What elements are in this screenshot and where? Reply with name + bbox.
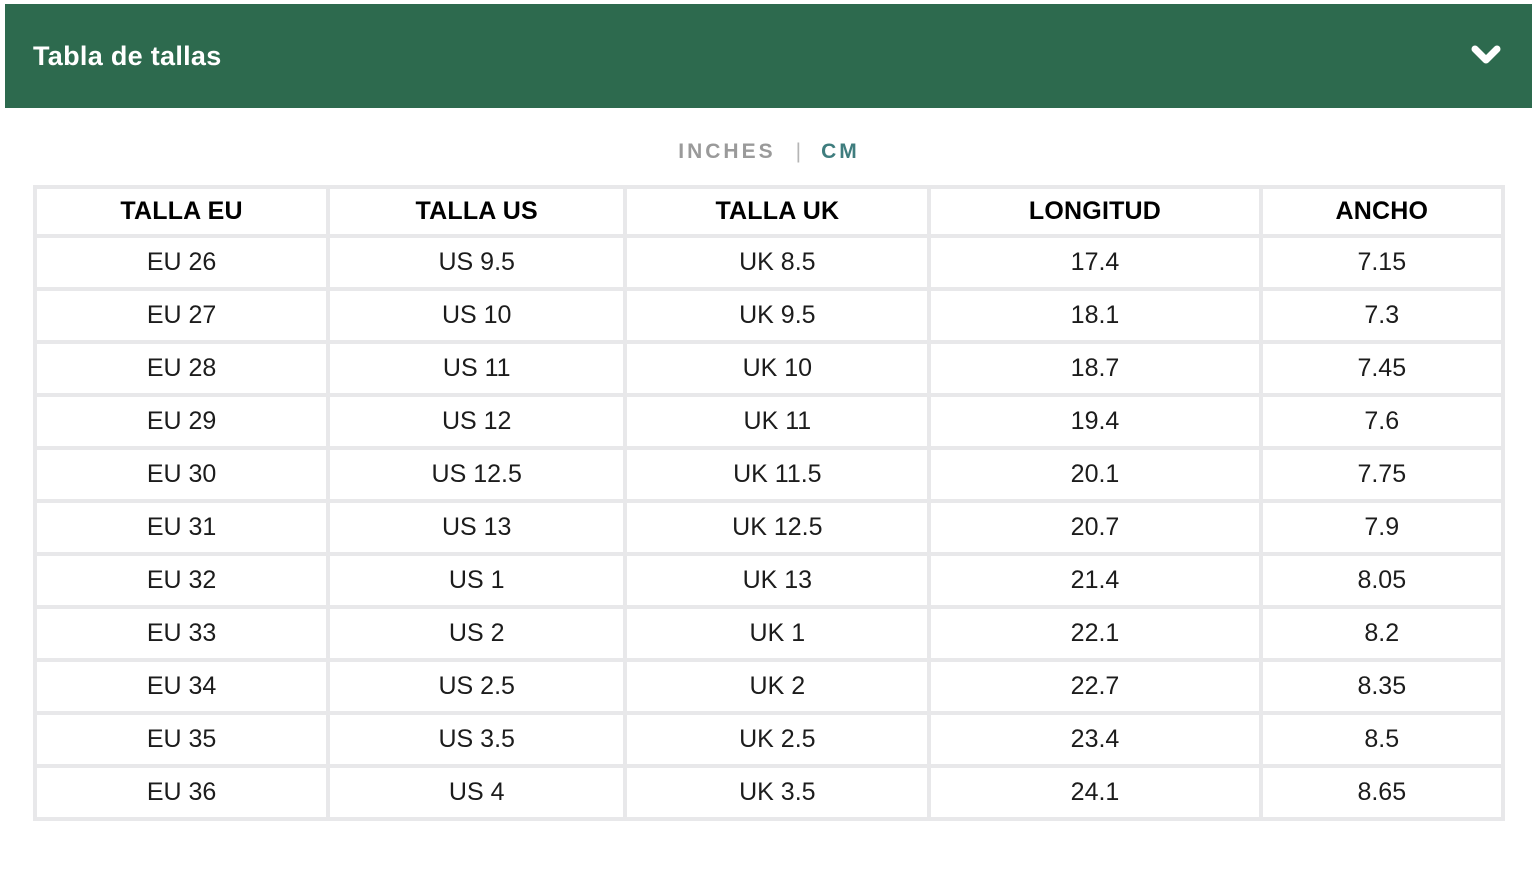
- unit-option-inches[interactable]: INCHES: [678, 140, 776, 163]
- size-table: TALLA EU TALLA US TALLA UK LONGITUD ANCHO EU…: [32, 185, 1506, 821]
- table-cell: 7.6: [1258, 393, 1506, 450]
- table-cell: US 1: [326, 552, 628, 609]
- table-cell: 8.05: [1258, 552, 1506, 609]
- table-cell: US 2.5: [326, 658, 628, 715]
- unit-toggle-divider: |: [795, 140, 802, 163]
- table-cell: EU 34: [32, 658, 331, 715]
- table-cell: US 10: [326, 287, 628, 344]
- table-cell: 8.2: [1258, 605, 1506, 662]
- table-row: EU 36 US 4 UK 3.5 24.1 8.65: [32, 764, 1506, 821]
- table-cell: US 13: [326, 499, 628, 556]
- table-row: EU 35 US 3.5 UK 2.5 23.4 8.5: [32, 711, 1506, 768]
- table-cell: US 12: [326, 393, 628, 450]
- table-cell: US 2: [326, 605, 628, 662]
- table-cell: UK 12.5: [623, 499, 932, 556]
- table-cell: UK 11.5: [623, 446, 932, 503]
- table-cell: 8.65: [1258, 764, 1506, 821]
- table-cell: US 4: [326, 764, 628, 821]
- table-cell: 7.45: [1258, 340, 1506, 397]
- table-cell: UK 11: [623, 393, 932, 450]
- column-header: ANCHO: [1258, 185, 1506, 238]
- table-cell: UK 8.5: [623, 234, 932, 291]
- table-cell: UK 2: [623, 658, 932, 715]
- table-header-row: TALLA EU TALLA US TALLA UK LONGITUD ANCHO: [32, 185, 1506, 238]
- table-cell: EU 30: [32, 446, 331, 503]
- table-cell: US 3.5: [326, 711, 628, 768]
- table-cell: 24.1: [927, 764, 1263, 821]
- page-title: Tabla de tallas: [33, 40, 222, 71]
- table-row: EU 30 US 12.5 UK 11.5 20.1 7.75: [32, 446, 1506, 503]
- table-cell: 22.1: [927, 605, 1263, 662]
- table-cell: EU 28: [32, 340, 331, 397]
- table-cell: 21.4: [927, 552, 1263, 609]
- table-cell: EU 35: [32, 711, 331, 768]
- table-cell: 8.5: [1258, 711, 1506, 768]
- table-cell: UK 3.5: [623, 764, 932, 821]
- table-cell: UK 2.5: [623, 711, 932, 768]
- table-row: EU 33 US 2 UK 1 22.1 8.2: [32, 605, 1506, 662]
- table-cell: 20.7: [927, 499, 1263, 556]
- table-cell: 18.1: [927, 287, 1263, 344]
- table-cell: UK 13: [623, 552, 932, 609]
- column-header: TALLA US: [326, 185, 628, 238]
- table-cell: 7.75: [1258, 446, 1506, 503]
- size-chart-header-bar[interactable]: Tabla de tallas: [5, 4, 1532, 108]
- table-row: EU 26 US 9.5 UK 8.5 17.4 7.15: [32, 234, 1506, 291]
- table-cell: 8.35: [1258, 658, 1506, 715]
- chevron-down-icon: [1470, 45, 1502, 67]
- table-cell: 23.4: [927, 711, 1263, 768]
- column-header: TALLA EU: [32, 185, 331, 238]
- table-cell: 7.15: [1258, 234, 1506, 291]
- table-cell: 20.1: [927, 446, 1263, 503]
- unit-option-cm[interactable]: CM: [821, 140, 860, 163]
- table-cell: EU 33: [32, 605, 331, 662]
- table-row: EU 32 US 1 UK 13 21.4 8.05: [32, 552, 1506, 609]
- column-header: TALLA UK: [623, 185, 932, 238]
- unit-toggle: INCHES | CM: [0, 140, 1538, 164]
- table-cell: 7.3: [1258, 287, 1506, 344]
- table-row: EU 29 US 12 UK 11 19.4 7.6: [32, 393, 1506, 450]
- table-row: EU 28 US 11 UK 10 18.7 7.45: [32, 340, 1506, 397]
- table-cell: UK 9.5: [623, 287, 932, 344]
- table-cell: EU 32: [32, 552, 331, 609]
- column-header: LONGITUD: [927, 185, 1263, 238]
- table-cell: 18.7: [927, 340, 1263, 397]
- table-cell: UK 10: [623, 340, 932, 397]
- collapse-button[interactable]: [1470, 45, 1502, 67]
- table-cell: US 11: [326, 340, 628, 397]
- table-cell: 7.9: [1258, 499, 1506, 556]
- table-row: EU 31 US 13 UK 12.5 20.7 7.9: [32, 499, 1506, 556]
- table-cell: EU 26: [32, 234, 331, 291]
- table-cell: 19.4: [927, 393, 1263, 450]
- table-cell: EU 29: [32, 393, 331, 450]
- table-cell: US 9.5: [326, 234, 628, 291]
- table-cell: 17.4: [927, 234, 1263, 291]
- table-cell: 22.7: [927, 658, 1263, 715]
- table-cell: EU 27: [32, 287, 331, 344]
- table-cell: EU 31: [32, 499, 331, 556]
- table-row: EU 34 US 2.5 UK 2 22.7 8.35: [32, 658, 1506, 715]
- table-cell: UK 1: [623, 605, 932, 662]
- table-row: EU 27 US 10 UK 9.5 18.1 7.3: [32, 287, 1506, 344]
- table-cell: EU 36: [32, 764, 331, 821]
- table-cell: US 12.5: [326, 446, 628, 503]
